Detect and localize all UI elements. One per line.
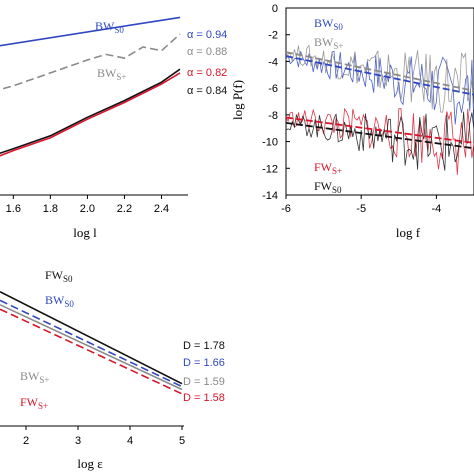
plot-lines [0,290,183,395]
series-line-3 [0,72,181,157]
series-line-3 [0,308,183,395]
d-annotation-blue: D = 1.66 [183,357,225,369]
spectrum-trace-0 [285,50,474,133]
series-label-fw-splus: FWS+ [314,160,342,176]
series-label-bw-splus: BWS+ [314,35,343,51]
d-annotation-red: D = 1.58 [183,392,225,404]
series-line-3 [285,122,474,150]
series-label-bw-s0: BWS0 [45,293,74,309]
series-line-1 [0,33,181,91]
y-tick-label: -8 [268,110,278,122]
series-line-1 [0,299,183,388]
plot-frame [285,7,474,196]
x-tick-label: -5 [356,203,366,215]
y-tick-label: -12 [262,163,278,175]
series-label-bw-splus: BWS+ [20,369,49,385]
series-line-0 [0,16,181,47]
y-tick-label: -10 [262,137,278,149]
panel-power-spectrum: -6 -5 -40-2-4-6-8-10-12-14 log f log P(f) … [230,3,474,240]
series-line-2 [285,116,474,144]
series-line-0 [0,290,183,385]
y-tick-label: -14 [262,190,278,202]
plot-lines [0,16,181,157]
x-tick-label: -4 [432,203,442,215]
x-tick-label: 1.6 [6,203,21,215]
series-label-fw-s0: FWS0 [45,268,73,284]
series-label-fw-splus: FWS+ [20,395,48,411]
x-tick-label: 2 [23,435,29,447]
y-tick-label: -4 [268,56,278,68]
x-tick-label: 2.0 [80,203,95,215]
series-label-bw-splus: BWS+ [97,66,126,82]
series-label-bw-s0: BWS0 [95,19,124,35]
series-line-2 [0,68,181,155]
y-tick-label: -6 [268,83,278,95]
spectrum-trace-3 [285,111,474,171]
x-tick-label: 1.8 [43,203,58,215]
y-tick-label: -2 [268,30,278,42]
x-tick-label: 4 [127,435,133,447]
x-tick-label: 2.4 [154,203,169,215]
x-axis-label: log f [396,225,421,240]
y-tick-label: 0 [272,3,278,15]
fit-lines [285,51,474,150]
x-tick-label: 3 [75,435,81,447]
d-annotation-gray: D = 1.59 [183,376,225,388]
d-annotation-black: D = 1.78 [183,340,225,352]
alpha-annotation-blue: α = 0.94 [187,29,227,41]
alpha-annotation-black: α = 0.84 [187,85,227,97]
y-axis-label: log P(f) [230,80,245,120]
alpha-annotation-red: α = 0.82 [187,67,227,79]
x-tick-label: -6 [281,203,291,215]
series-line-2 [0,304,183,391]
series-label-bw-s0: BWS0 [314,16,343,32]
spectrum-traces [285,44,474,175]
x-tick-label: 2.2 [117,203,132,215]
panel-alpha: 1.6 1.8 2.0 2.2 2.4 log l BWS0 BWS+ α = 0.94… [0,16,227,240]
series-label-fw-s0: FWS0 [314,179,342,195]
series-line-1 [285,51,474,92]
x-axis-label: log ε [77,456,103,471]
x-ticks: 2 3 4 5 [23,426,185,447]
axis-ticks: -6 -5 -4 0 -2 -4 -6 -8 -10 -12 -14 [262,3,441,215]
x-axis-label: log l [73,225,97,240]
x-tick-label: 5 [179,435,185,447]
alpha-annotation-gray: α = 0.88 [187,46,227,58]
series-line-0 [285,55,474,96]
spectrum-trace-1 [285,44,474,113]
x-ticks: 1.6 1.8 2.0 2.2 2.4 [6,195,169,215]
